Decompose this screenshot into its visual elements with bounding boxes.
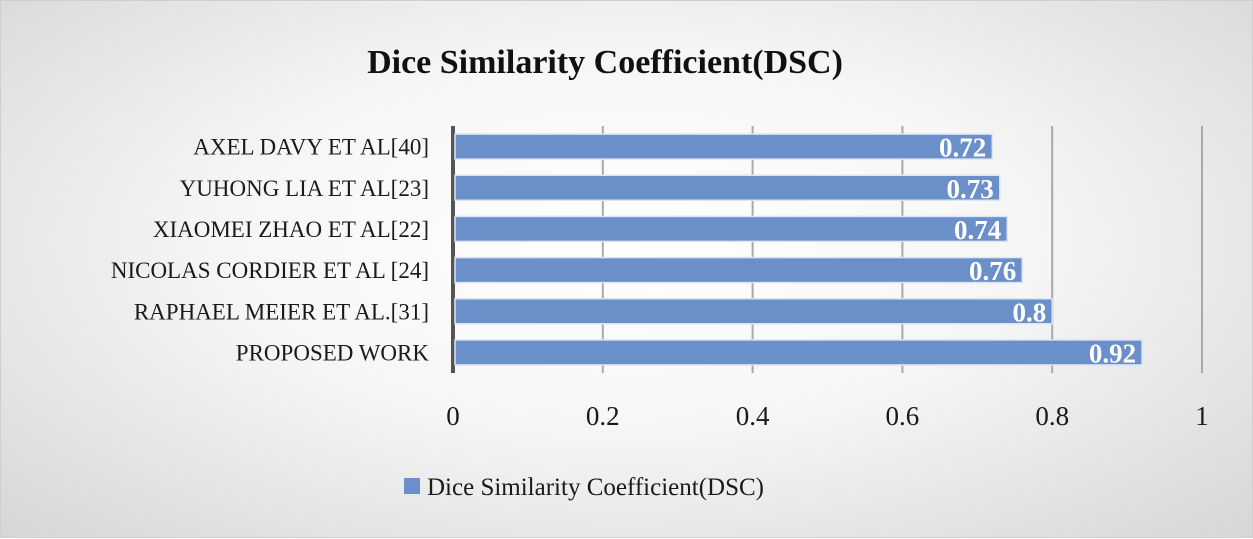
x-tick-label: 1 — [1195, 401, 1209, 431]
bar — [454, 133, 994, 160]
bar — [454, 298, 1053, 325]
legend-label: Dice Similarity Coefficient(DSC) — [427, 474, 764, 501]
x-tick-label: 0 — [446, 401, 460, 431]
data-label: 0.74 — [954, 215, 1001, 245]
x-tick-labels: 0 0.2 0.4 0.6 0.8 1 — [446, 401, 1209, 431]
data-label: 0.8 — [1012, 297, 1046, 327]
x-tick-label: 0.4 — [736, 401, 770, 431]
x-tick-label: 0.8 — [1035, 401, 1069, 431]
category-label: XIAOMEI ZHAO ET AL[22] — [153, 217, 429, 242]
category-label: YUHONG LIA ET AL[23] — [180, 176, 429, 201]
category-labels: AXEL DAVY ET AL[40] YUHONG LIA ET AL[23] X… — [111, 135, 430, 366]
category-label: AXEL DAVY ET AL[40] — [193, 135, 429, 160]
x-tick-label: 0.6 — [886, 401, 920, 431]
legend: Dice Similarity Coefficient(DSC) — [404, 474, 764, 501]
bar — [454, 174, 1001, 201]
grid-lines — [451, 126, 1203, 373]
data-label: 0.73 — [947, 174, 994, 204]
data-label: 0.92 — [1089, 338, 1136, 368]
category-label: NICOLAS CORDIER ET AL [24] — [111, 258, 429, 283]
bar — [454, 339, 1143, 366]
bars: 0.72 0.73 0.74 0.76 0.8 0.92 — [454, 133, 1143, 368]
bar — [454, 215, 1009, 243]
bar — [454, 256, 1023, 284]
data-label: 0.76 — [969, 256, 1016, 286]
data-label: 0.72 — [939, 133, 986, 163]
x-tick-label: 0.2 — [586, 401, 620, 431]
category-label: RAPHAEL MEIER ET AL.[31] — [134, 299, 429, 324]
chart-title: Dice Similarity Coefficient(DSC) — [367, 44, 843, 81]
legend-swatch — [404, 478, 420, 494]
category-label: PROPOSED WORK — [236, 340, 430, 365]
